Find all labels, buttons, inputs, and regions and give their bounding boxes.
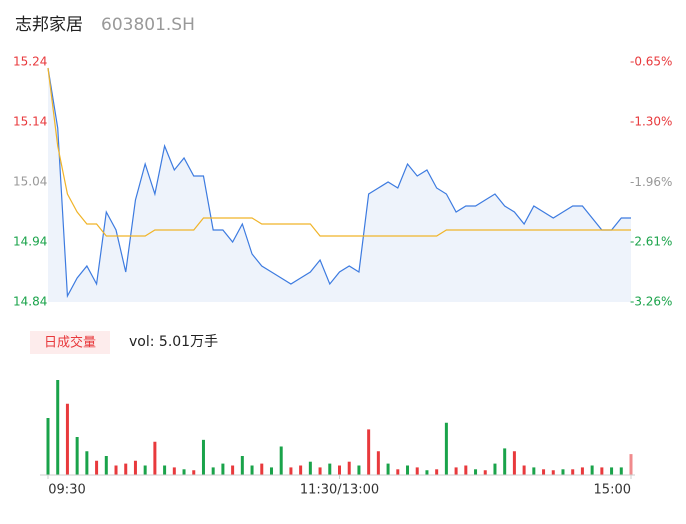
volume-bar bbox=[367, 429, 371, 475]
volume-bar bbox=[269, 467, 273, 475]
volume-bar bbox=[522, 465, 526, 475]
volume-bar bbox=[493, 463, 497, 475]
volume-bar bbox=[153, 441, 157, 475]
volume-bar bbox=[386, 463, 390, 475]
volume-bar bbox=[347, 461, 351, 475]
volume-bar bbox=[328, 463, 332, 475]
x-tick-label: 15:00 bbox=[594, 483, 631, 498]
volume-bar bbox=[551, 470, 555, 475]
volume-bar bbox=[114, 465, 118, 475]
volume-bar bbox=[211, 467, 215, 475]
y-tick-label: 14.94 bbox=[13, 235, 47, 249]
volume-bar bbox=[580, 467, 584, 475]
volume-bar bbox=[133, 460, 137, 475]
volume-bar bbox=[357, 465, 361, 475]
volume-bar bbox=[56, 380, 60, 475]
volume-bar bbox=[464, 465, 468, 475]
volume-bar bbox=[65, 403, 69, 475]
x-tick-label: 11:30/13:00 bbox=[300, 483, 379, 498]
volume-bar bbox=[619, 467, 623, 475]
volume-bar bbox=[201, 439, 205, 475]
y2-tick-label: -1.96% bbox=[630, 175, 672, 189]
volume-bar bbox=[231, 465, 235, 475]
volume-bar bbox=[338, 465, 341, 475]
volume-bar bbox=[590, 465, 594, 475]
volume-bar bbox=[396, 469, 400, 475]
volume-bar bbox=[192, 470, 196, 475]
volume-bar bbox=[143, 465, 147, 475]
x-tick-label: 09:30 bbox=[48, 483, 85, 498]
y2-tick-label: -2.61% bbox=[630, 235, 672, 249]
stock-code: 603801.SH bbox=[101, 15, 195, 35]
volume-bar bbox=[415, 467, 419, 475]
volume-bar bbox=[483, 470, 487, 475]
volume-bar bbox=[308, 461, 312, 475]
volume-bar bbox=[629, 454, 633, 475]
volume-bar bbox=[454, 467, 458, 475]
y2-tick-label: -3.26% bbox=[630, 295, 672, 309]
volume-bar bbox=[318, 467, 322, 475]
volume-bar bbox=[299, 465, 303, 475]
volume-total: vol: 5.01万手 bbox=[129, 334, 218, 350]
volume-bar bbox=[435, 469, 439, 475]
volume-bar bbox=[376, 451, 380, 475]
volume-bar bbox=[444, 422, 448, 475]
y-tick-label: 15.04 bbox=[13, 175, 47, 189]
volume-bar bbox=[561, 469, 565, 475]
volume-bar bbox=[85, 451, 89, 475]
price-area bbox=[48, 68, 631, 302]
volume-bar bbox=[75, 437, 79, 475]
volume-bar bbox=[571, 469, 575, 475]
price-line bbox=[47, 67, 631, 299]
y-tick-label: 14.84 bbox=[13, 295, 47, 309]
volume-bar bbox=[104, 456, 108, 475]
y2-tick-label: -0.65% bbox=[630, 55, 672, 69]
volume-bar bbox=[503, 448, 507, 475]
y-tick-label: 15.24 bbox=[13, 55, 47, 69]
price-line bbox=[47, 67, 631, 237]
volume-bar bbox=[542, 469, 546, 475]
volume-bar bbox=[182, 469, 186, 475]
volume-bar bbox=[279, 446, 283, 475]
volume-bar bbox=[289, 467, 293, 475]
volume-bar bbox=[172, 467, 176, 475]
volume-bar bbox=[250, 465, 254, 475]
volume-bar bbox=[124, 463, 128, 475]
volume-bar bbox=[240, 456, 244, 475]
volume-bar bbox=[610, 467, 614, 475]
volume-bar bbox=[600, 467, 604, 475]
y2-tick-label: -1.30% bbox=[630, 114, 672, 128]
volume-bar bbox=[425, 470, 429, 475]
volume-bar bbox=[46, 418, 50, 475]
volume-bar bbox=[95, 460, 99, 475]
y-tick-label: 15.14 bbox=[13, 115, 47, 129]
volume-label-box bbox=[30, 331, 110, 354]
volume-bar bbox=[260, 463, 264, 475]
volume-label: 日成交量 bbox=[44, 335, 96, 351]
volume-bar bbox=[474, 469, 478, 475]
volume-bar bbox=[406, 465, 410, 475]
volume-bar bbox=[221, 463, 225, 475]
volume-bar bbox=[163, 465, 167, 475]
volume-bar bbox=[512, 451, 516, 475]
stock-name: 志邦家居 bbox=[15, 15, 83, 35]
volume-bar bbox=[532, 467, 536, 475]
